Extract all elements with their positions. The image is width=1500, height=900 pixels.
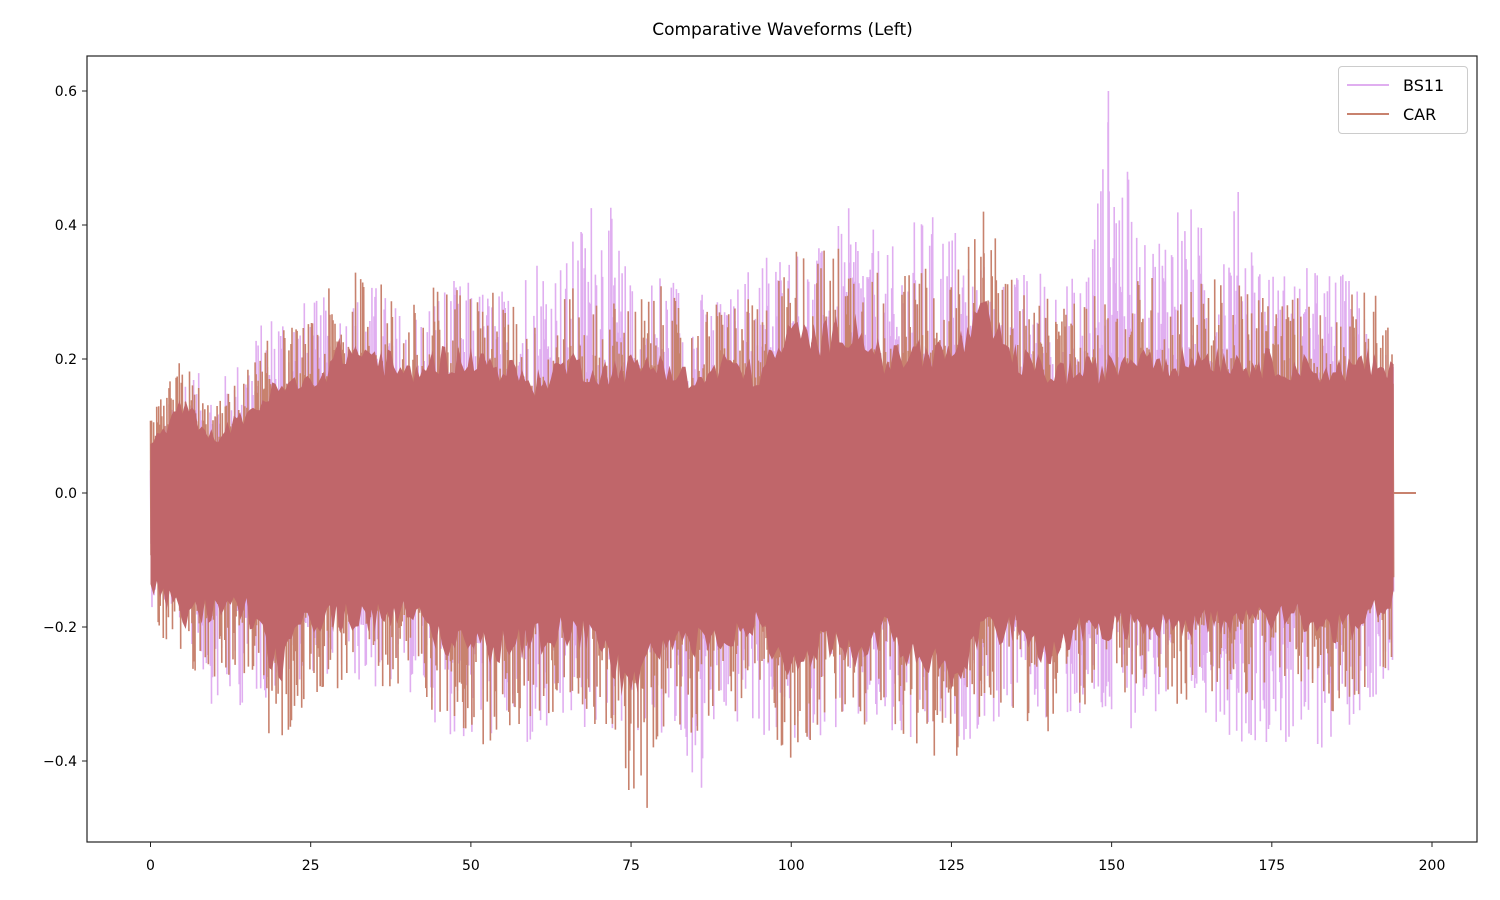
y-tick-label: −0.4 — [43, 754, 77, 770]
y-tick-label: 0.4 — [55, 218, 77, 234]
legend-item-bs11: BS11 — [1347, 73, 1444, 97]
legend-swatch-car — [1347, 113, 1389, 115]
axes-frame — [86, 55, 1478, 843]
overlap-band — [150, 300, 1394, 697]
x-tick-label: 25 — [302, 858, 320, 874]
x-tick-label: 50 — [462, 858, 480, 874]
y-tick-label: −0.2 — [43, 620, 77, 636]
x-tick-label: 125 — [938, 858, 965, 874]
x-tick-label: 75 — [622, 858, 640, 874]
y-tick-label: 0.2 — [55, 352, 77, 368]
x-tick-label: 175 — [1258, 858, 1285, 874]
x-tick-label: 100 — [778, 858, 805, 874]
chart-title: Comparative Waveforms (Left) — [652, 20, 913, 40]
x-tick-label: 200 — [1419, 858, 1446, 874]
x-tick-label: 150 — [1098, 858, 1125, 874]
y-tick-label: 0.6 — [55, 84, 77, 100]
legend: BS11 CAR — [1338, 66, 1468, 134]
y-tick-label: 0.0 — [55, 486, 77, 502]
waveform-layer — [149, 91, 1416, 808]
x-axis: 0 25 50 75 100 125 150 175 200 — [146, 842, 1445, 874]
y-axis: 0.6 0.4 0.2 0.0 −0.2 −0.4 — [43, 84, 87, 770]
legend-label-car: CAR — [1403, 104, 1437, 124]
legend-item-car: CAR — [1347, 102, 1436, 126]
legend-label-bs11: BS11 — [1403, 75, 1445, 95]
x-tick-label: 0 — [146, 858, 155, 874]
legend-swatch-bs11 — [1347, 84, 1389, 86]
